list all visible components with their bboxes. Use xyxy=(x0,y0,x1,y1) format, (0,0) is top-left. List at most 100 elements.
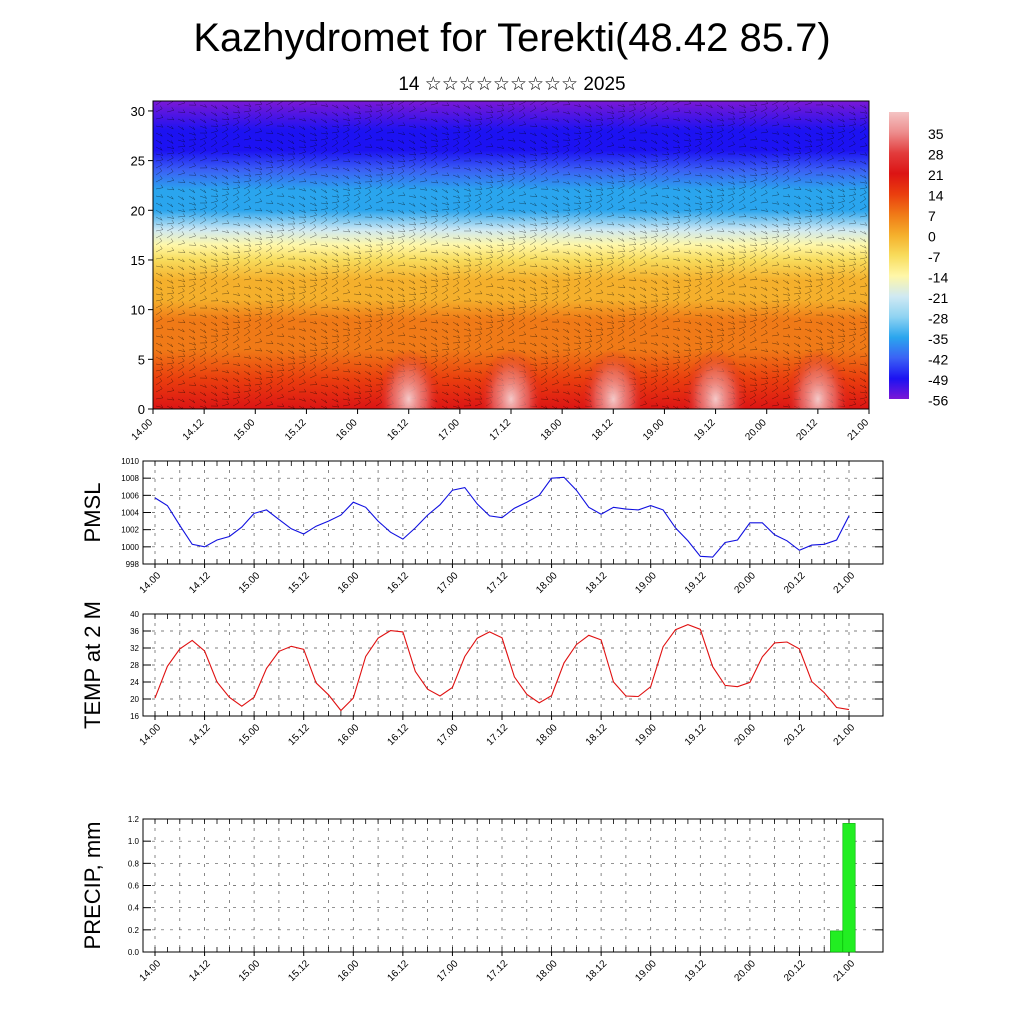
colorbar-label: -7 xyxy=(928,249,941,265)
xtick-label: 20.00 xyxy=(733,722,759,748)
colorbar-label: 21 xyxy=(928,167,944,183)
ytick-label: 0.6 xyxy=(128,882,140,891)
heatmap-ytick-label: 0 xyxy=(138,402,145,417)
xtick-label: 15.00 xyxy=(237,570,263,596)
xtick-label: 18.00 xyxy=(534,722,560,748)
xtick-label: 16.00 xyxy=(336,570,362,596)
pmsl-chart: 998 1000 1002 1004 1006 1008 1010 14.00 14.12 15.… xyxy=(80,457,884,596)
xtick-label: 15.12 xyxy=(286,570,312,596)
xtick-label: 14.00 xyxy=(138,958,164,984)
heatmap-xtick-label: 20.12 xyxy=(795,417,821,443)
xtick-label: 20.00 xyxy=(733,958,759,984)
y-axis-title: PMSL xyxy=(80,483,105,543)
xtick-minor xyxy=(154,819,850,952)
ytick-label: 1002 xyxy=(121,526,139,535)
ytick-label: 1.2 xyxy=(128,815,140,824)
heatmap-ytick-label: 10 xyxy=(131,303,145,318)
heatmap-ytick-label: 25 xyxy=(131,154,145,169)
chart-title: Kazhydromet for Terekti(48.42 85.7) xyxy=(193,16,831,60)
xtick-label: 17.12 xyxy=(485,570,511,596)
precip-bar xyxy=(830,930,844,953)
xtick-label: 19.00 xyxy=(633,570,659,596)
temp-2m-chart: 16 20 24 28 32 36 40 14.00 14.12 15.00 15.12 16.00 1… xyxy=(80,601,884,748)
warm-maximum-20.12 xyxy=(785,339,850,409)
xtick-label: 19.00 xyxy=(633,958,659,984)
xtick-label: 19.12 xyxy=(683,958,709,984)
xtick-label: 16.00 xyxy=(336,722,362,748)
warm-maximum-18.12 xyxy=(581,339,646,409)
colorbar-label: -49 xyxy=(928,372,948,388)
heatmap-xtick-label: 18.00 xyxy=(539,417,565,443)
heatmap-xtick-label: 21.00 xyxy=(846,417,872,443)
temperature-colorbar: 35 28 21 14 7 0 -7 -14 -21 -28 -35 -42 -49 -56 xyxy=(889,112,948,409)
colorbar-ramp xyxy=(889,112,909,399)
ytick-label: 40 xyxy=(130,610,139,619)
colorbar-label: -35 xyxy=(928,331,948,347)
heatmap-ytick-label: 15 xyxy=(131,253,145,268)
colorbar-label: 35 xyxy=(928,126,944,142)
ytick-label: 1000 xyxy=(121,543,139,552)
heatmap-ytick-label: 30 xyxy=(131,104,145,119)
ytick-label: 28 xyxy=(130,661,139,670)
ytick-label: 998 xyxy=(126,560,140,569)
cross-section-heatmap: 0 5 10 15 20 25 30 14.00 14.12 15.00 15.12 16.00 16.… xyxy=(130,100,872,443)
xtick-minor xyxy=(154,461,850,564)
colorbar-label: -14 xyxy=(928,270,948,286)
heatmap-xtick-label: 15.00 xyxy=(232,417,258,443)
ytick-label: 0.2 xyxy=(128,926,140,935)
ytick-label: 1010 xyxy=(121,457,139,466)
heatmap-xtick-label: 14.12 xyxy=(181,417,207,443)
xtick-label: 20.12 xyxy=(782,958,808,984)
xtick-label: 14.12 xyxy=(187,958,213,984)
heatmap-xtick-label: 20.00 xyxy=(743,417,769,443)
warm-maximum-19.12 xyxy=(683,339,748,409)
xtick-label: 14.12 xyxy=(187,570,213,596)
heatmap-ytick-label: 20 xyxy=(131,203,145,218)
xtick-label: 19.12 xyxy=(683,570,709,596)
xtick-label: 14.00 xyxy=(138,570,164,596)
ytick-label: 24 xyxy=(130,678,139,687)
colorbar-label: -56 xyxy=(928,393,948,409)
y-axis-title: PRECIP, mm xyxy=(80,822,105,950)
xtick-label: 15.12 xyxy=(286,958,312,984)
xtick-label: 15.00 xyxy=(237,722,263,748)
xtick-label: 15.12 xyxy=(286,722,312,748)
xtick-label: 18.12 xyxy=(584,570,610,596)
colorbar-label: -42 xyxy=(928,352,948,368)
heatmap-xtick-label: 15.12 xyxy=(283,417,309,443)
colorbar-label: 28 xyxy=(928,147,944,163)
xtick-minor xyxy=(154,614,850,716)
ytick-label: 1.0 xyxy=(128,837,140,846)
ytick-label: 0.4 xyxy=(128,904,140,913)
xtick-label: 20.00 xyxy=(733,570,759,596)
heatmap-xtick-label: 16.12 xyxy=(385,417,411,443)
ytick-label: 1004 xyxy=(121,509,139,518)
heatmap-xtick-label: 19.00 xyxy=(641,417,667,443)
ytick-label: 0.8 xyxy=(128,859,140,868)
ytick-label: 36 xyxy=(130,627,139,636)
heatmap-ytick-label: 5 xyxy=(138,352,145,367)
colorbar-label: 0 xyxy=(928,229,936,245)
heatmap-xtick-label: 17.12 xyxy=(488,417,514,443)
colorbar-label: -28 xyxy=(928,311,948,327)
xtick-label: 16.12 xyxy=(386,958,412,984)
grid-lines xyxy=(143,613,883,717)
xtick-label: 17.00 xyxy=(435,722,461,748)
xtick-label: 14.00 xyxy=(138,722,164,748)
xtick-label: 17.00 xyxy=(435,570,461,596)
xtick-label: 16.00 xyxy=(336,958,362,984)
ytick-label: 1006 xyxy=(121,491,139,500)
chart-subtitle: 14 ☆☆☆☆☆☆☆☆☆ 2025 xyxy=(398,74,626,95)
heatmap-xtick-label: 14.00 xyxy=(130,417,156,443)
colorbar-label: -21 xyxy=(928,290,948,306)
precip-bar xyxy=(842,823,856,953)
heatmap-xtick-label: 19.12 xyxy=(692,417,718,443)
xtick-label: 20.12 xyxy=(782,570,808,596)
colorbar-label: 14 xyxy=(928,188,944,204)
xtick-label: 18.12 xyxy=(584,722,610,748)
precip-chart: 0.0 0.2 0.4 0.6 0.8 1.0 1.2 14.00 14.12 15.00 15.1… xyxy=(80,815,884,984)
ytick-label: 16 xyxy=(130,712,139,721)
ytick-label: 1008 xyxy=(121,474,139,483)
xtick-label: 21.00 xyxy=(832,570,858,596)
